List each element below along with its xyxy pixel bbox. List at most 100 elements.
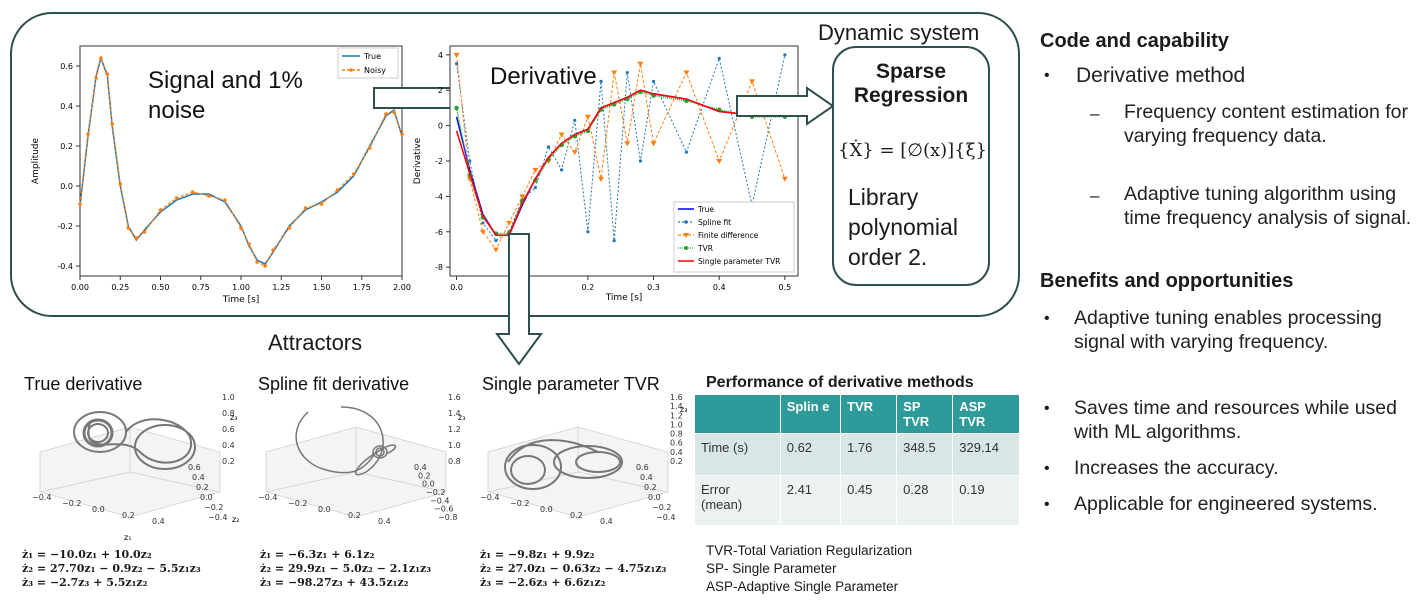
x-tick-label: −0.2 [62,499,81,508]
z-tick-label: 0.6 [670,439,683,448]
attractor-title-true: True derivative [24,374,143,394]
z-tick-label: 0.2 [222,457,235,466]
y-tick-label: −0.6 [434,505,453,514]
attractor-plot-sptvr: 1.61.41.21.00.80.60.40.2 0.60.40.20.0−0.… [480,393,687,526]
data-point [105,72,110,76]
x-tick-label: 0.0 [450,283,463,292]
x-tick-label: 0.4 [600,517,613,526]
data-point [223,198,227,202]
dynamic-system-title: Dynamic system [818,20,980,45]
data-point [683,70,690,76]
data-point [637,61,644,67]
code-bullet: Derivative method [1076,64,1246,87]
axis-label-z3: z₃ [230,413,237,422]
data-point [287,226,292,230]
data-point [612,239,616,243]
data-point [368,146,372,150]
note-line: ASP-Adaptive Single Parameter [706,579,899,594]
y-tick-label: −0.4 [208,513,227,522]
x-tick-label: −0.4 [258,493,277,502]
axis-label-z2: z₂ [232,515,239,524]
y-tick-label: -4 [435,192,443,201]
regression-library: Library polynomial order 2. [848,184,958,270]
table-cell: 0.19 [952,475,1020,526]
attractor-curve [295,406,397,476]
equation-line: ż₃ = −2.6z₃ + 6.6z₁z₂ [480,576,606,589]
abbreviation-notes: TVR-Total Variation Regularization SP- S… [706,542,912,596]
derivative-plot: 0.00.10.20.30.40.5 420-2-4-6-8 Time [s] … [413,45,799,303]
bullet-icon: • [1044,67,1050,84]
y-tick-label: 0.2 [60,142,73,151]
y-tick-label: 0.4 [192,473,205,482]
performance-table: Splin e TVR SP TVR ASP TVR Time (s) 0.62… [694,394,1020,526]
data-point [584,114,591,120]
x-tick-label: 1.75 [353,283,371,292]
code-sub-2: Adaptive tuning algorithm using time fre… [1124,183,1412,229]
table-cell: Error (mean) [694,475,781,526]
data-point [650,141,657,147]
z-tick-label: 1.4 [448,409,461,418]
series-line [455,89,785,237]
table-cell: 329.14 [952,433,1020,476]
y-tick-label: −0.4 [430,496,449,505]
signal-legend: True Noisy [337,47,399,79]
z-tick-label: 0.8 [670,430,683,439]
x-tick-label: 2.00 [393,283,411,292]
z-tick-label: 0.8 [448,457,461,466]
benefits-heading: Benefits and opportunities [1040,270,1294,292]
equation-line: ż₃ = −98.27z₃ + 43.5z₁z₂ [260,576,409,589]
signal-ylabel: Amplitude [31,137,41,184]
code-sub-1: Frequency content estimation for varying… [1124,101,1408,147]
y-tick-label: 4 [438,51,443,60]
data-point [255,260,259,264]
y-tick-label: 0 [438,122,443,131]
performance-title: Performance of derivative methods [706,374,974,391]
bullet-icon: • [1044,496,1050,513]
data-point [110,122,114,126]
z-tick-label: 0.4 [670,448,683,457]
signal-label: Signal and 1% noise [148,67,303,124]
data-point [158,208,163,212]
signal-xlabel: Time [s] [222,295,260,305]
data-point [573,118,577,122]
x-tick-label: 0.25 [111,283,129,292]
table-cell: 348.5 [896,433,954,476]
axis-label-z3: z₃ [458,413,465,422]
y-tick-label: 0.6 [60,62,73,71]
table-header-cell: Splin e [779,394,842,434]
data-point [263,264,267,268]
data-point [86,132,90,136]
table-header-cell [694,394,781,434]
signal-plot: 0.00 0.25 0.50 0.75 1.00 1.25 1.50 1.75 2.00 0.6… [31,45,411,305]
data-point [533,185,537,190]
equation-line: ż₁ = −9.8z₁ + 9.9z₂ [480,548,595,561]
x-tick-label: −0.4 [32,493,51,502]
derivative-legend-tvr: TVR [697,244,713,253]
y-tick-label: 2 [438,86,443,95]
signal-legend-true: True [363,52,381,61]
data-point [453,52,460,58]
equation-line: ż₁ = −6.3z₁ + 6.1z₂ [260,548,375,561]
y-tick-label: 0.4 [414,463,427,472]
table-cell: 0.62 [779,433,842,476]
data-point [118,182,123,186]
data-point [749,79,756,85]
dash-icon: – [1090,186,1100,205]
equations-sptvr: ż₁ = −9.8z₁ + 9.9z₂ ż₂ = 27.0z₁ − 0.63z₂… [480,548,666,590]
y-tick-label: -0.2 [57,222,73,231]
derivative-ylabel: Derivative [413,137,423,184]
bullet-icon: • [1044,310,1050,327]
equation-line: ż₁ = −10.0z₁ + 10.0z₂ [22,548,152,561]
dash-icon: – [1090,104,1100,123]
y-tick-label: 0.4 [60,102,73,111]
table-header-row: Splin e TVR SP TVR ASP TVR [694,394,1020,434]
x-tick-label: 0.2 [122,511,135,520]
data-point [494,239,498,243]
data-point [78,202,82,206]
derivative-legend-spline: Spline fit [698,218,731,227]
z-tick-label: 1.0 [448,441,461,450]
x-tick-label: 0.50 [152,283,170,292]
attractor-plot-spline: 1.61.41.21.00.8 0.40.20.0−0.2−0.4−0.6−0.… [258,393,465,526]
equation-line: ż₃ = −2.7z₃ + 5.5z₁z₂ [22,576,148,589]
attractors-title: Attractors [268,330,363,355]
